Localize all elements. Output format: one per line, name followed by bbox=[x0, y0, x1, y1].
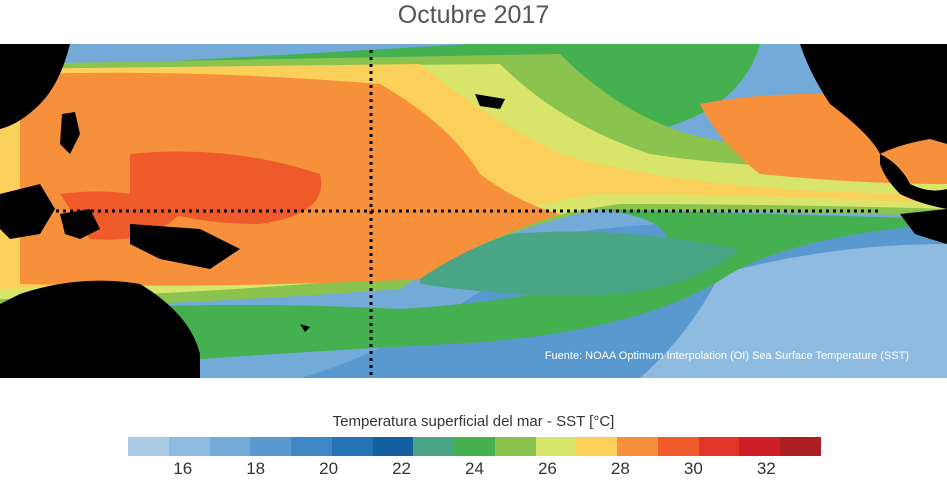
sst-band-green-east-tongue bbox=[420, 231, 740, 296]
land-new-guinea bbox=[130, 224, 240, 269]
land-philippines bbox=[60, 112, 80, 154]
colorbar-swatch bbox=[535, 437, 577, 456]
colorbar-swatch bbox=[494, 437, 536, 456]
land-south-america bbox=[900, 209, 947, 244]
colorbar-swatch bbox=[780, 437, 822, 456]
colorbar-swatch bbox=[250, 437, 292, 456]
sst-band-coldest-southeast bbox=[640, 244, 947, 378]
colorbar-ticks: 16 18 20 22 24 26 28 30 32 bbox=[0, 458, 947, 480]
colorbar-tick-label: 26 bbox=[537, 459, 557, 478]
colorbar-swatch bbox=[291, 437, 332, 456]
land-central-america bbox=[880, 154, 947, 209]
land-borneo bbox=[0, 184, 55, 239]
colorbar-tick-label: 20 bbox=[319, 459, 339, 478]
sst-band-hottest bbox=[130, 151, 322, 224]
colorbar-swatch bbox=[657, 437, 699, 456]
colorbar-swatch bbox=[128, 437, 169, 456]
map-title: Octubre 2017 bbox=[397, 1, 550, 29]
colorbar-swatch bbox=[372, 437, 414, 456]
colorbar-swatch bbox=[576, 437, 618, 456]
colorbar-swatch bbox=[413, 437, 455, 456]
colorbar-tick-label: 28 bbox=[610, 459, 630, 478]
sst-map bbox=[0, 44, 947, 378]
land-asia bbox=[0, 44, 70, 129]
colorbar-title: Temperatura superficial del mar - SST [°… bbox=[332, 413, 615, 430]
colorbar-tick-label: 30 bbox=[683, 459, 703, 478]
colorbar-tick-label: 24 bbox=[465, 459, 484, 478]
land-hawaii bbox=[475, 94, 505, 109]
colorbar-swatch bbox=[739, 437, 781, 456]
colorbar-swatch bbox=[617, 437, 658, 456]
colorbar-swatch bbox=[454, 437, 495, 456]
land-north-america bbox=[730, 44, 947, 154]
land-australia bbox=[0, 280, 200, 378]
land-indonesia-islands bbox=[60, 209, 100, 239]
colorbar-swatch bbox=[168, 437, 210, 456]
colorbar-swatch bbox=[209, 437, 251, 456]
land-pacific-islet bbox=[300, 324, 310, 332]
colorbar-tick-label: 16 bbox=[173, 459, 193, 478]
colorbar-tick-label: 18 bbox=[246, 459, 266, 478]
source-note: Fuente: NOAA Optimum Interpolation (OI) … bbox=[544, 350, 909, 362]
colorbar bbox=[128, 437, 822, 456]
colorbar-swatch bbox=[331, 437, 373, 456]
colorbar-tick-label: 22 bbox=[392, 459, 412, 478]
colorbar-tick-label: 32 bbox=[756, 459, 776, 478]
colorbar-swatch bbox=[698, 437, 740, 456]
